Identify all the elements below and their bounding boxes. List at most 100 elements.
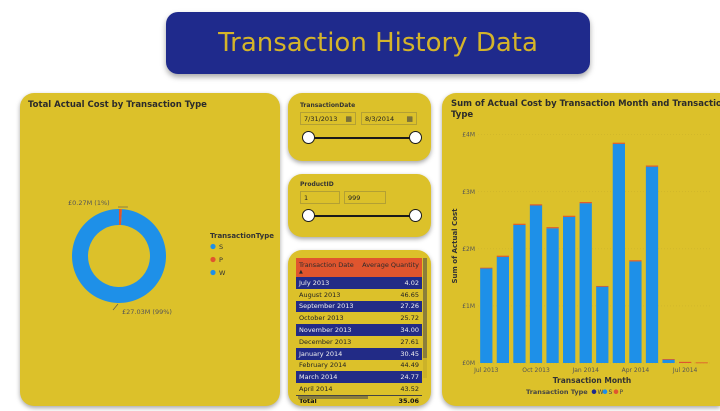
bar-p[interactable] bbox=[563, 215, 576, 217]
sort-arrow-icon[interactable]: ▲ bbox=[299, 269, 303, 275]
y-tick-label: £3M bbox=[462, 189, 475, 196]
legend-dot bbox=[210, 243, 216, 250]
date-to-value: 8/3/2014 bbox=[365, 114, 395, 123]
bar-p[interactable] bbox=[629, 260, 642, 262]
product-slicer-card[interactable]: ProductID 1 999 bbox=[288, 174, 431, 237]
donut-chart-title: Total Actual Cost by Transaction Type bbox=[28, 100, 207, 110]
bar-legend-dot bbox=[613, 389, 619, 395]
legend-label[interactable]: W bbox=[219, 269, 226, 277]
bar-w[interactable] bbox=[546, 228, 559, 363]
date-slicer-card[interactable]: TransactionDate 7/31/2013 ▦ 8/3/2014 ▦ bbox=[288, 93, 431, 161]
legend-label[interactable]: S bbox=[219, 243, 223, 251]
legend-label[interactable]: P bbox=[219, 256, 223, 264]
bar-p[interactable] bbox=[529, 204, 543, 206]
x-tick-label: Jul 2014 bbox=[672, 367, 698, 374]
calendar-icon[interactable]: ▦ bbox=[406, 114, 413, 123]
cell-date: December 2013 bbox=[299, 337, 352, 346]
total-label: Total bbox=[299, 396, 317, 405]
cell-date: November 2013 bbox=[299, 326, 352, 335]
bar-chart-card[interactable]: Sum of Actual Cost by Transaction Month … bbox=[442, 93, 720, 406]
bar-p[interactable] bbox=[513, 223, 526, 225]
bar-w[interactable] bbox=[579, 203, 592, 363]
table-horizontal-scrollbar[interactable] bbox=[298, 396, 368, 399]
table-vertical-scroll-thumb[interactable] bbox=[423, 258, 427, 358]
bar-legend-label[interactable]: S bbox=[609, 389, 613, 396]
bar-w[interactable] bbox=[629, 261, 642, 363]
bar-p[interactable] bbox=[695, 362, 708, 364]
bar-p[interactable] bbox=[662, 359, 675, 360]
bar-w[interactable] bbox=[480, 268, 493, 363]
table-card[interactable]: Transaction Date Average Quantity ▲ July… bbox=[288, 250, 431, 406]
bar-legend-label[interactable]: W bbox=[598, 389, 604, 396]
bar-w[interactable] bbox=[563, 216, 576, 363]
table-row[interactable]: October 2013 25.72 bbox=[296, 312, 422, 325]
date-slider-start-handle[interactable] bbox=[302, 131, 315, 144]
x-tick-label: Jan 2014 bbox=[571, 367, 599, 374]
bar-w[interactable] bbox=[645, 166, 659, 363]
cell-date: August 2013 bbox=[299, 290, 341, 299]
date-from-value: 7/31/2013 bbox=[304, 114, 338, 123]
product-slider-end-handle[interactable] bbox=[409, 209, 422, 222]
column-header-quantity[interactable]: Average Quantity bbox=[362, 261, 419, 269]
table-row[interactable]: April 2014 43.52 bbox=[296, 383, 422, 395]
date-from-input[interactable]: 7/31/2013 ▦ bbox=[300, 112, 356, 125]
product-slider-track[interactable] bbox=[308, 215, 414, 217]
table-row[interactable]: December 2013 27.61 bbox=[296, 335, 422, 348]
product-slider-start-handle[interactable] bbox=[302, 209, 315, 222]
date-slider-end-handle[interactable] bbox=[409, 131, 422, 144]
bar-p[interactable] bbox=[546, 227, 559, 229]
product-to-input[interactable]: 999 bbox=[344, 191, 386, 204]
cell-date: April 2014 bbox=[299, 385, 333, 394]
cell-quantity: 44.49 bbox=[400, 361, 419, 370]
x-tick-label: Oct 2013 bbox=[522, 367, 550, 374]
table-row[interactable]: November 2013 34.00 bbox=[296, 324, 422, 336]
cell-quantity: 27.61 bbox=[400, 337, 419, 346]
column-header-date[interactable]: Transaction Date bbox=[299, 261, 354, 269]
bar-w[interactable] bbox=[513, 224, 526, 363]
x-tick-label: Jul 2013 bbox=[473, 367, 499, 374]
bar-w[interactable] bbox=[662, 359, 675, 363]
bar-w[interactable] bbox=[529, 205, 543, 363]
donut-chart: £0.27M (1%) £27.03M (99%) TransactionTyp… bbox=[68, 199, 274, 316]
donut-label-large: £27.03M (99%) bbox=[122, 308, 172, 316]
x-axis-title: Transaction Month bbox=[553, 376, 632, 385]
bar-w[interactable] bbox=[496, 256, 509, 363]
table-row[interactable]: March 2014 24.77 bbox=[296, 371, 422, 384]
donut-chart-card[interactable]: Total Actual Cost by Transaction Type £0… bbox=[20, 93, 280, 406]
bar-legend-dot bbox=[602, 389, 608, 395]
bar-p[interactable] bbox=[679, 361, 692, 363]
donut-slice-w[interactable] bbox=[72, 209, 167, 303]
page-title-banner: Transaction History Data bbox=[166, 12, 590, 74]
table-total-row: Total 35.06 bbox=[296, 394, 422, 406]
date-slider-track[interactable] bbox=[308, 137, 414, 139]
donut-slice-p[interactable] bbox=[119, 209, 122, 226]
legend-dot bbox=[210, 269, 216, 276]
bar-p[interactable] bbox=[612, 142, 625, 144]
cell-quantity: 46.65 bbox=[400, 290, 419, 299]
donut-legend-title: TransactionType bbox=[210, 232, 274, 240]
bar-p[interactable] bbox=[480, 267, 493, 269]
donut-leader-large bbox=[112, 303, 119, 311]
bar-p[interactable] bbox=[579, 202, 592, 204]
bar-legend-label[interactable]: P bbox=[620, 389, 624, 396]
table-row[interactable]: January 2014 30.45 bbox=[296, 347, 422, 360]
bar-p[interactable] bbox=[496, 255, 509, 257]
table-row[interactable]: August 2013 46.65 bbox=[296, 288, 422, 301]
cell-date: March 2014 bbox=[299, 373, 338, 382]
bar-p[interactable] bbox=[596, 285, 609, 287]
table-row[interactable]: July 2013 4.02 bbox=[296, 277, 422, 289]
y-tick-label: £4M bbox=[462, 132, 475, 139]
table-row[interactable]: September 2013 27.26 bbox=[296, 300, 422, 313]
page-title: Transaction History Data bbox=[218, 28, 538, 58]
y-tick-label: £0M bbox=[462, 360, 475, 367]
table-row[interactable]: February 2014 44.49 bbox=[296, 359, 422, 372]
product-slicer-label: ProductID bbox=[300, 181, 334, 188]
calendar-icon[interactable]: ▦ bbox=[345, 114, 352, 123]
bar-w[interactable] bbox=[612, 143, 625, 363]
date-to-input[interactable]: 8/3/2014 ▦ bbox=[361, 112, 417, 125]
bar-p[interactable] bbox=[645, 165, 659, 167]
product-from-input[interactable]: 1 bbox=[300, 191, 340, 204]
bar-legend-title: Transaction Type bbox=[526, 388, 588, 396]
bar-w[interactable] bbox=[596, 286, 609, 363]
table-vertical-scrollbar[interactable] bbox=[423, 258, 427, 378]
